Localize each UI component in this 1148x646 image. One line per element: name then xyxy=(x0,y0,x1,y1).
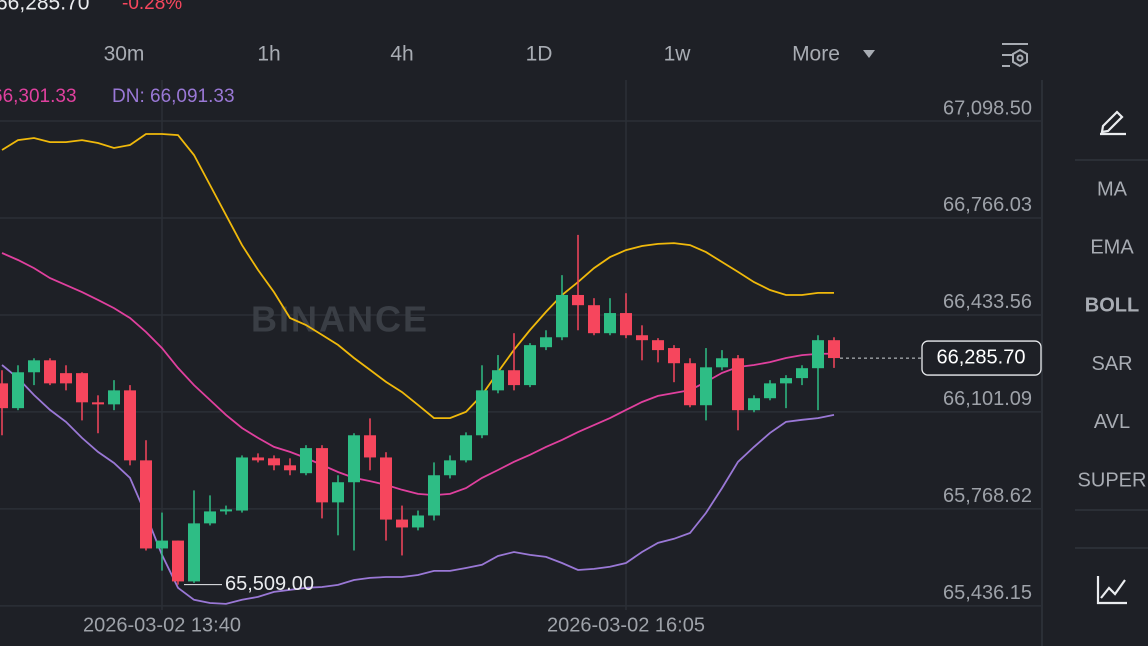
candle-body xyxy=(652,340,664,351)
candle-body xyxy=(348,435,360,483)
candle-body xyxy=(588,305,600,334)
candle-body xyxy=(764,383,776,399)
candle-body xyxy=(716,358,728,368)
indicator-menu: MA EMA BOLL SAR AVL SUPER xyxy=(1078,178,1147,491)
candle-body xyxy=(604,313,616,334)
indicator-item[interactable]: MA xyxy=(1097,178,1128,200)
y-tick-label: 66,433.56 xyxy=(943,291,1032,313)
candle-body xyxy=(572,294,584,306)
timeframe-tab[interactable]: 1h xyxy=(257,43,280,66)
last-price-label: 66,285.70 xyxy=(937,346,1026,368)
candle-body xyxy=(140,460,152,549)
indicator-item[interactable]: SUPER xyxy=(1078,469,1147,491)
y-tick-label: 66,101.09 xyxy=(943,388,1032,410)
timeframe-tab[interactable]: 30m xyxy=(104,43,145,66)
indicator-item[interactable]: EMA xyxy=(1090,236,1134,258)
candle-body xyxy=(172,540,184,582)
candle-body xyxy=(124,390,136,461)
candle-body xyxy=(0,383,8,409)
grid: 67,098.50 66,766.03 66,433.56 66,101.09 65,7… xyxy=(0,80,1042,636)
candle-body xyxy=(636,335,648,341)
candle-body xyxy=(732,358,744,411)
band-legend-label: 66,301.33 xyxy=(0,86,77,107)
indicator-item[interactable]: BOLL xyxy=(1085,295,1139,317)
candle-body xyxy=(684,363,696,406)
candle-body xyxy=(428,475,440,516)
timeframe-tabs: 30m 1h 4h 1D 1w More xyxy=(104,43,875,66)
candle-body xyxy=(108,390,120,405)
candle-body xyxy=(28,360,40,373)
candle-body xyxy=(556,294,568,338)
candle-body xyxy=(396,519,408,528)
last-price-tag xyxy=(921,340,1042,376)
band-legend-label: DN: 66,091.33 xyxy=(112,86,235,107)
settings-icon[interactable] xyxy=(1002,43,1028,68)
candle-body xyxy=(92,402,104,405)
low-marker-label: 65,509.00 xyxy=(225,573,314,595)
candle-body xyxy=(524,345,536,386)
watermark: BINANCE xyxy=(251,299,429,340)
candle-body xyxy=(60,373,72,384)
band-line xyxy=(1,133,834,419)
candle-body xyxy=(188,523,200,582)
candle-body xyxy=(300,448,312,474)
candle-body xyxy=(236,457,248,511)
candle-body xyxy=(332,482,344,503)
indicator-item[interactable]: SAR xyxy=(1091,353,1132,375)
candle-body xyxy=(492,370,504,391)
candle-body xyxy=(828,340,840,359)
candle-body xyxy=(268,458,280,466)
timeframe-tab[interactable]: 1w xyxy=(664,43,692,66)
header-price: 66,285.70 xyxy=(0,0,89,15)
candle-body xyxy=(476,390,488,436)
candle-body xyxy=(44,360,56,384)
x-tick-label: 2026-03-02 16:05 xyxy=(547,614,705,636)
indicator-item[interactable]: AVL xyxy=(1094,411,1130,433)
candle-body xyxy=(220,509,232,512)
timeframe-tab[interactable]: 1D xyxy=(526,43,553,66)
candle-body xyxy=(748,398,760,411)
candle-body xyxy=(812,340,824,369)
x-tick-label: 2026-03-02 13:40 xyxy=(83,614,241,636)
candle-body xyxy=(364,435,376,458)
y-tick-label: 65,768.62 xyxy=(943,485,1032,507)
candle-body xyxy=(252,457,264,461)
draw-tool-icon[interactable] xyxy=(1100,110,1126,136)
plot-area: 65,509.00 66,285.70 xyxy=(0,133,1042,605)
y-tick-label: 65,436.15 xyxy=(943,582,1032,604)
candle-body xyxy=(284,465,296,471)
candle-body xyxy=(12,372,24,409)
dropdown-arrow[interactable] xyxy=(863,50,875,58)
candle-body xyxy=(780,378,792,384)
y-tick-label: 66,766.03 xyxy=(943,194,1032,216)
band-legend: 66,301.33 DN: 66,091.33 xyxy=(0,86,235,107)
candle-body xyxy=(204,511,216,524)
candle-body xyxy=(412,515,424,528)
candle-body xyxy=(540,337,552,348)
y-tick-label: 67,098.50 xyxy=(943,97,1032,119)
candle-body xyxy=(76,373,88,403)
candle-body xyxy=(316,448,328,503)
candle-body xyxy=(700,367,712,406)
candle-body xyxy=(668,348,680,364)
candle-body xyxy=(380,457,392,520)
timeframe-tab[interactable]: 4h xyxy=(390,43,413,66)
header-change: -0.28% xyxy=(122,0,182,14)
candle-body xyxy=(508,370,520,386)
candle-body xyxy=(460,435,472,461)
candle-body xyxy=(796,368,808,379)
candle-body xyxy=(620,313,632,336)
chart-type-icon[interactable] xyxy=(1096,576,1127,605)
candle-body xyxy=(444,460,456,476)
candle-body xyxy=(156,540,168,549)
timeframe-tab[interactable]: More xyxy=(792,43,840,66)
